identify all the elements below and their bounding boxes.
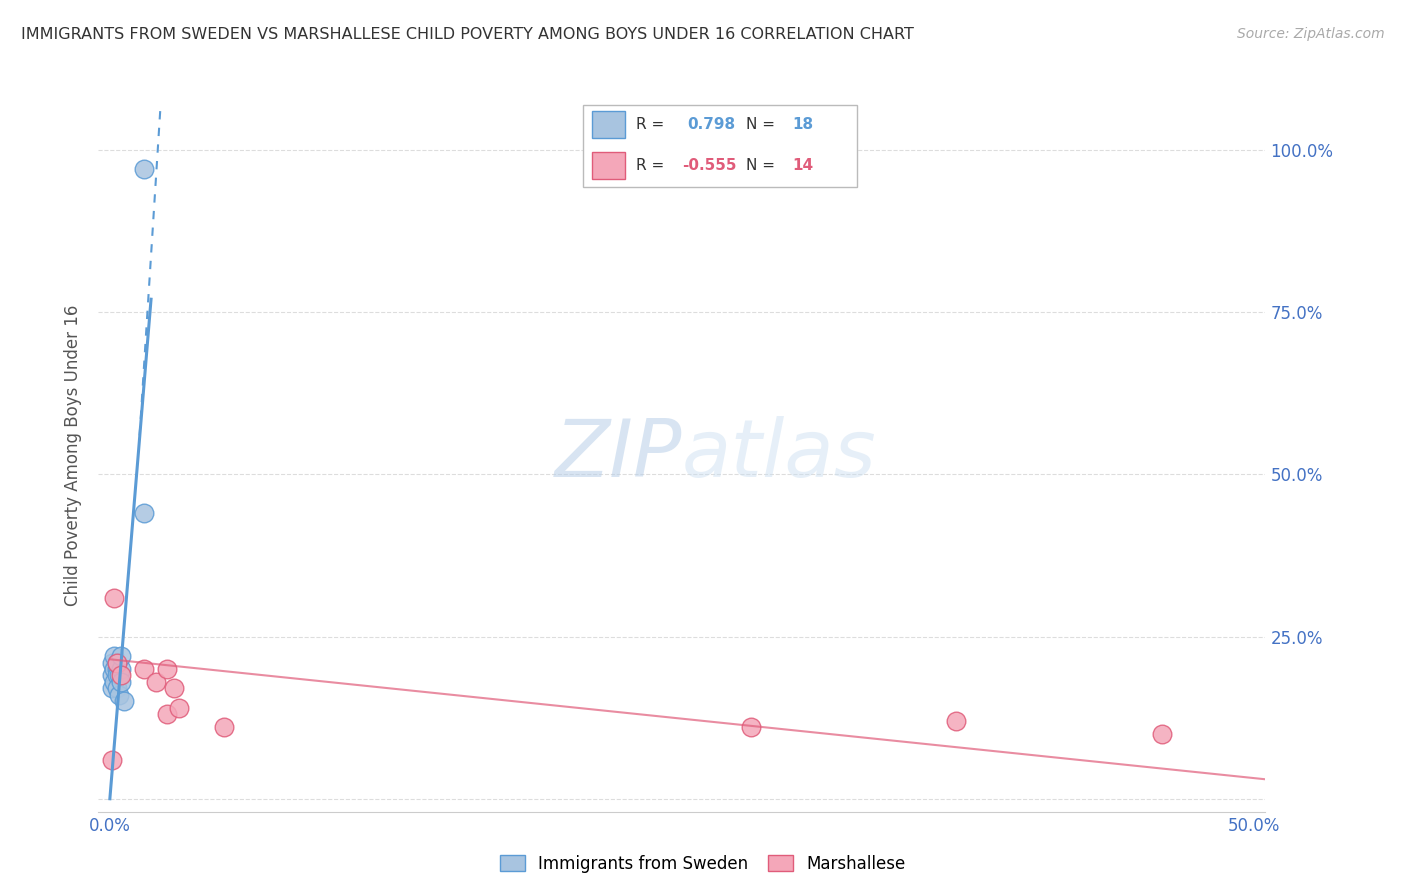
Point [108, 668, 131, 682]
Point [103, 662, 125, 676]
Point [945, 714, 967, 728]
Point [101, 681, 124, 696]
Text: 18: 18 [793, 117, 814, 132]
Point [110, 648, 132, 663]
Point [1152, 727, 1174, 741]
Point [156, 662, 179, 676]
Text: Source: ZipAtlas.com: Source: ZipAtlas.com [1237, 27, 1385, 41]
FancyBboxPatch shape [592, 152, 624, 178]
Point [145, 675, 167, 690]
Text: -0.555: -0.555 [682, 158, 737, 173]
Point [103, 648, 125, 663]
Point [112, 694, 135, 708]
Point [214, 720, 236, 734]
Text: 0.798: 0.798 [688, 117, 735, 132]
Point [105, 681, 128, 696]
Text: N =: N = [747, 158, 775, 173]
Text: R =: R = [637, 117, 665, 132]
Point [110, 675, 132, 690]
Point [163, 681, 186, 696]
Point [740, 720, 762, 734]
Point [156, 707, 179, 722]
Point [105, 656, 128, 670]
Point [167, 701, 190, 715]
FancyBboxPatch shape [582, 105, 856, 187]
Point [101, 753, 124, 767]
Legend: Immigrants from Sweden, Marshallese: Immigrants from Sweden, Marshallese [494, 848, 912, 880]
Point [134, 662, 156, 676]
Point [105, 662, 128, 676]
FancyBboxPatch shape [592, 111, 624, 137]
Point [101, 656, 124, 670]
Point [103, 591, 125, 605]
Y-axis label: Child Poverty Among Boys Under 16: Child Poverty Among Boys Under 16 [65, 304, 83, 606]
Text: IMMIGRANTS FROM SWEDEN VS MARSHALLESE CHILD POVERTY AMONG BOYS UNDER 16 CORRELAT: IMMIGRANTS FROM SWEDEN VS MARSHALLESE CH… [21, 27, 914, 42]
Point [105, 668, 128, 682]
Text: N =: N = [747, 117, 775, 132]
Point [101, 668, 124, 682]
Point [105, 656, 128, 670]
Point [134, 506, 156, 520]
Text: atlas: atlas [682, 416, 877, 494]
Point [103, 675, 125, 690]
Text: ZIP: ZIP [554, 416, 682, 494]
Point [110, 668, 132, 682]
Text: R =: R = [637, 158, 665, 173]
Point [134, 162, 156, 177]
Text: 14: 14 [793, 158, 814, 173]
Point [110, 662, 132, 676]
Point [108, 688, 131, 702]
